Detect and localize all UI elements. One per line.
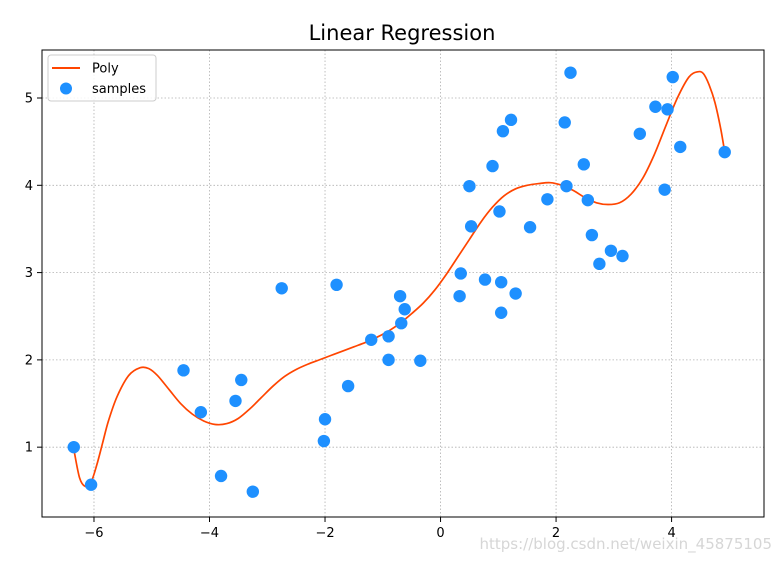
sample-point (486, 159, 499, 173)
sample-point (658, 183, 671, 196)
x-tick-label: 4 (667, 526, 675, 541)
sample-point (463, 179, 476, 193)
axis-ticks: −6 −4 −2 0 2 4 1 2 3 4 5 (25, 92, 676, 541)
x-tick-label: 2 (552, 526, 560, 541)
grid-lines (42, 50, 764, 517)
sample-point (504, 113, 518, 127)
sample-point (564, 66, 577, 79)
sample-point (604, 244, 618, 257)
sample-point (478, 273, 492, 286)
sample-point (577, 158, 590, 171)
sample-point (395, 317, 408, 330)
sample-point (414, 354, 427, 367)
x-tick-label: −4 (200, 526, 219, 541)
watermark-text: https://blog.csdn.net/weixin_45875105 (479, 535, 772, 554)
x-tick-label: −6 (84, 526, 103, 541)
plot-area-frame (41, 49, 765, 518)
sample-point (393, 289, 407, 303)
sample-point (616, 249, 629, 263)
samples-series (67, 66, 731, 498)
x-tick-label: 0 (436, 526, 444, 541)
chart-title: Linear Regression (309, 21, 496, 45)
sample-point (365, 333, 378, 347)
sample-point (194, 406, 208, 419)
x-tick-label: −2 (315, 526, 334, 541)
sample-point (541, 193, 554, 206)
sample-point (317, 434, 331, 448)
sample-point (398, 303, 411, 316)
sample-point (558, 116, 571, 129)
y-tick-label: 5 (25, 92, 33, 107)
sample-point (633, 127, 647, 140)
sample-point (330, 278, 343, 292)
y-tick-label: 4 (25, 179, 33, 194)
legend-samples-label: samples (92, 82, 146, 97)
sample-point (523, 220, 537, 234)
sample-point (275, 282, 288, 295)
sample-point (509, 287, 522, 300)
sample-point (585, 228, 599, 242)
sample-point (246, 485, 260, 498)
sample-point (67, 440, 80, 454)
sample-point (494, 275, 508, 289)
legend: Poly samples (47, 54, 157, 102)
sample-point (493, 205, 506, 218)
y-tick-label: 3 (25, 266, 33, 281)
sample-point (496, 124, 510, 138)
y-tick-label: 2 (25, 353, 33, 368)
legend-poly-label: Poly (92, 62, 119, 77)
sample-point (718, 145, 731, 159)
sample-point (494, 306, 508, 319)
poly-series (72, 70, 726, 488)
sample-point (560, 179, 573, 193)
sample-point (666, 70, 679, 84)
sample-point (382, 353, 395, 367)
sample-point (649, 100, 662, 113)
poly-line (72, 70, 726, 488)
sample-point (177, 364, 190, 377)
sample-point (581, 193, 595, 207)
y-tick-label: 1 (25, 441, 33, 456)
sample-point (464, 220, 478, 233)
sample-point (382, 330, 395, 343)
sample-point (318, 413, 332, 426)
sample-point (341, 379, 355, 393)
sample-point (235, 373, 248, 387)
sample-point (593, 257, 606, 271)
sample-point (453, 289, 466, 303)
sample-point (214, 469, 228, 483)
sample-point (84, 478, 98, 491)
legend-samples-swatch (60, 82, 72, 95)
sample-point (661, 103, 674, 116)
sample-point (674, 140, 687, 154)
legend-box (47, 54, 157, 102)
sample-point (454, 267, 467, 280)
sample-point (229, 394, 242, 408)
